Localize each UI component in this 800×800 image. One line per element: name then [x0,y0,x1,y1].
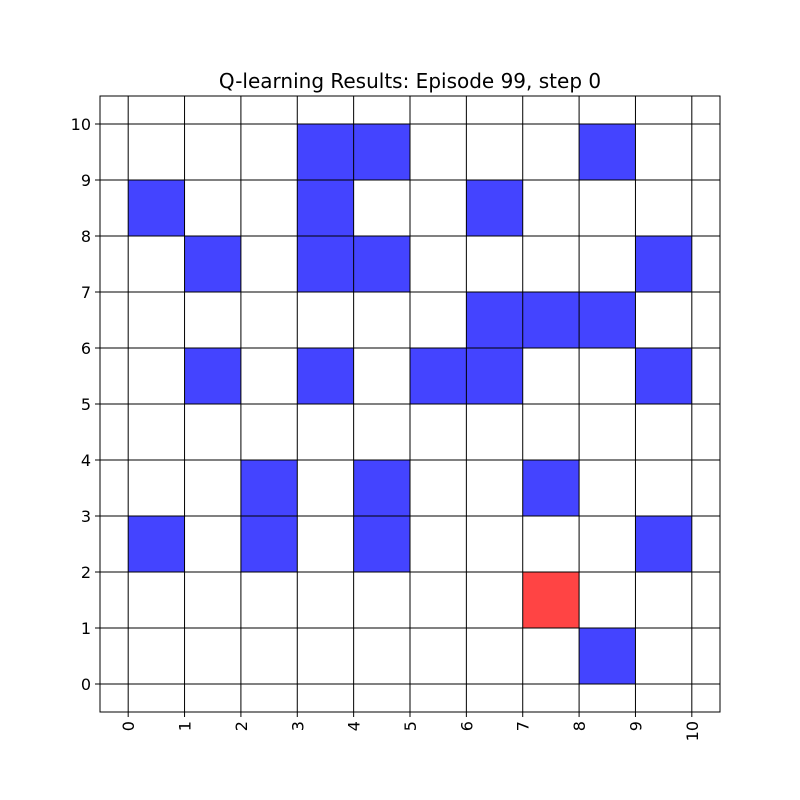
obstacle-cell [579,292,636,348]
obstacle-cell [466,348,523,404]
obstacle-cell [297,180,354,236]
y-tick-label: 0 [81,675,91,694]
obstacle-cell [466,292,523,348]
chart-title: Q-learning Results: Episode 99, step 0 [219,69,601,93]
y-tick-label: 7 [81,283,91,302]
x-tick-label: 1 [176,721,195,731]
y-tick-label: 10 [71,115,91,134]
obstacle-cell [635,348,692,404]
x-tick-label: 0 [119,721,138,731]
x-tick-label: 7 [514,721,533,731]
x-tick-label: 4 [345,721,364,731]
obstacle-cell [353,516,410,572]
agent-cell [522,572,580,628]
obstacle-cell [128,516,185,572]
obstacle-cell [635,516,692,572]
y-tick-label: 2 [81,563,91,582]
y-tick-label: 4 [81,451,91,470]
x-tick-label: 6 [457,721,476,731]
obstacle-cell [522,292,580,348]
obstacle-cell [297,348,354,404]
obstacle-cell [353,460,410,516]
obstacle-cell [466,180,523,236]
obstacle-cell [240,516,298,572]
obstacle-cell [410,348,467,404]
grid-layer [100,96,720,712]
obstacle-cell [522,460,580,516]
x-tick-label: 3 [288,721,307,731]
x-tick-label: 10 [683,721,702,741]
obstacle-cell [297,124,354,180]
obstacle-cell [297,236,354,292]
cells-layer [128,124,692,684]
obstacle-cell [240,460,298,516]
x-tick-label: 5 [401,721,420,731]
y-tick-label: 5 [81,395,91,414]
obstacle-cell [635,236,692,292]
x-tick-label: 9 [626,721,645,731]
obstacle-cell [353,236,410,292]
x-tick-label: 2 [232,721,251,731]
y-tick-label: 8 [81,227,91,246]
obstacle-cell [353,124,410,180]
y-tick-label: 3 [81,507,91,526]
y-tick-label: 9 [81,171,91,190]
obstacle-cell [128,180,185,236]
obstacle-cell [184,236,241,292]
x-tick-label: 8 [570,721,589,731]
y-tick-label: 6 [81,339,91,358]
obstacle-cell [184,348,241,404]
ticks-layer: 0 1 2 3 4 5 6 7 8 9 10 0 1 2 3 4 5 6 7 8 9 10 [71,115,702,741]
obstacle-cell [579,628,636,684]
y-tick-label: 1 [81,619,91,638]
obstacle-cell [579,124,636,180]
